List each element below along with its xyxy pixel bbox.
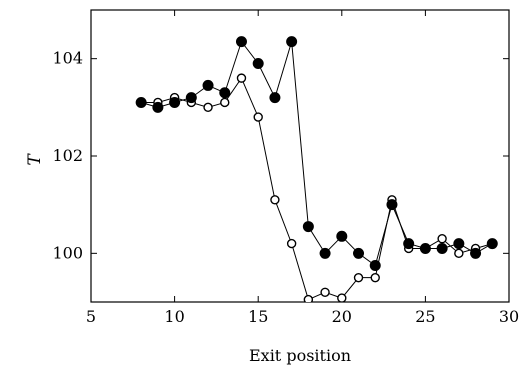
data-point-open xyxy=(253,112,263,122)
y-tick-label: 102 xyxy=(52,146,83,165)
data-point-filled xyxy=(302,221,314,233)
data-point-filled xyxy=(152,101,164,113)
data-point-filled xyxy=(386,199,398,211)
data-point-open xyxy=(303,294,314,302)
y-tick-label: 104 xyxy=(52,49,83,68)
x-tick-label: 25 xyxy=(415,307,435,326)
series-group xyxy=(135,36,498,302)
data-point-filled xyxy=(336,230,348,242)
data-point-filled xyxy=(219,87,231,99)
x-axis-label: Exit position xyxy=(249,346,351,365)
data-point-filled xyxy=(453,238,465,250)
data-point-filled xyxy=(202,79,214,91)
data-point-filled xyxy=(403,238,415,250)
data-point-filled xyxy=(235,36,247,48)
data-point-filled xyxy=(252,58,264,70)
x-tick-label: 20 xyxy=(332,307,352,326)
data-point-filled xyxy=(319,247,331,259)
data-point-open xyxy=(370,272,380,283)
data-point-open xyxy=(454,248,464,259)
data-point-filled xyxy=(436,242,448,254)
x-tick-label: 30 xyxy=(499,307,519,326)
x-tick-label: 10 xyxy=(164,307,184,326)
data-point-filled xyxy=(286,36,298,48)
data-point-filled xyxy=(185,92,197,104)
data-point-filled xyxy=(169,96,181,108)
plot-frame xyxy=(90,9,510,303)
series-line-open xyxy=(141,77,493,301)
data-point-open xyxy=(270,195,280,205)
data-point-open xyxy=(286,238,297,249)
data-point-filled xyxy=(369,260,381,271)
data-point-filled xyxy=(135,96,147,108)
data-point-open xyxy=(337,293,347,302)
data-point-open xyxy=(353,272,364,283)
data-point-filled xyxy=(353,247,365,259)
data-point-open xyxy=(236,73,247,83)
series-line-filled xyxy=(141,40,493,267)
data-point-open xyxy=(437,234,447,244)
x-tick-label: 5 xyxy=(86,307,96,326)
data-point-filled xyxy=(419,242,431,254)
data-point-filled xyxy=(470,247,482,259)
data-point-filled xyxy=(269,92,281,104)
data-point-open xyxy=(203,102,213,113)
x-tick-label: 15 xyxy=(248,307,268,326)
y-tick-label: 100 xyxy=(52,243,83,262)
y-axis-label: T xyxy=(25,153,45,166)
data-point-open xyxy=(220,97,230,108)
data-point-filled xyxy=(486,238,498,250)
data-point-open xyxy=(320,287,330,297)
